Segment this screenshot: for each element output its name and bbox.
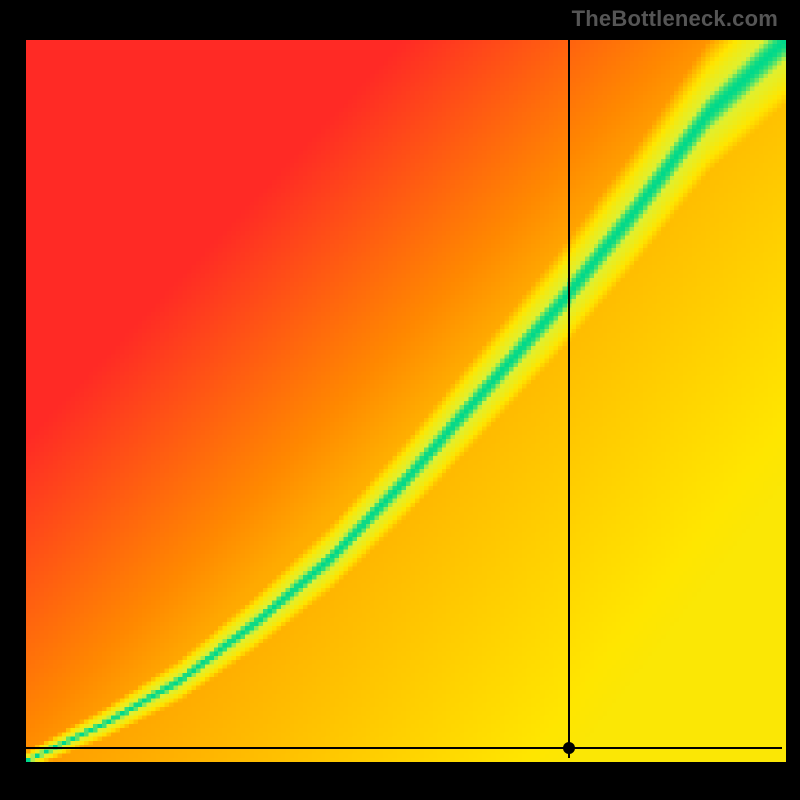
plot-frame — [24, 38, 784, 760]
heatmap-canvas — [26, 40, 786, 762]
crosshair-horizontal — [26, 747, 782, 749]
crosshair-vertical — [568, 40, 570, 758]
heatmap-container — [26, 40, 782, 758]
watermark-text: TheBottleneck.com — [572, 6, 778, 32]
crosshair-marker — [563, 742, 575, 754]
